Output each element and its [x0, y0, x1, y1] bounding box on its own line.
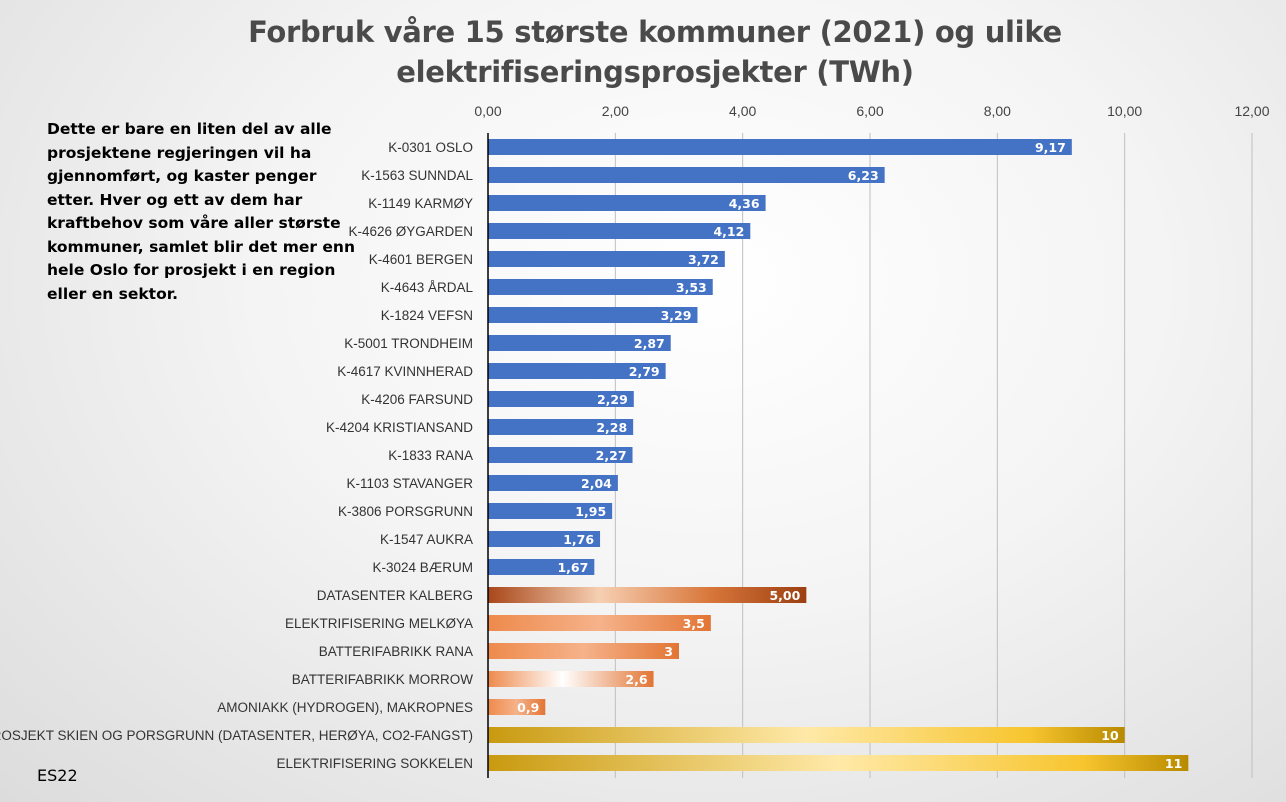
category-label: K-4617 KVINNHERAD — [337, 364, 473, 379]
data-label: 2,27 — [596, 448, 627, 463]
bar — [488, 587, 807, 603]
category-label: K-1547 AUKRA — [380, 532, 473, 547]
category-label: K-4204 KRISTIANSAND — [326, 420, 473, 435]
data-label: 2,87 — [634, 336, 665, 351]
x-tick-label: 4,00 — [729, 103, 756, 119]
bars — [488, 139, 1189, 771]
x-tick-label: 10,00 — [1107, 103, 1142, 119]
bar — [488, 671, 654, 687]
footer-label: ES22 — [37, 766, 78, 785]
category-label: K-1833 RANA — [388, 448, 473, 463]
x-tick-label: 2,00 — [602, 103, 629, 119]
category-label: K-4206 FARSUND — [361, 392, 473, 407]
data-label: 6,23 — [848, 168, 879, 183]
x-tick-label: 12,00 — [1234, 103, 1269, 119]
bar — [488, 167, 885, 183]
bar — [488, 643, 679, 659]
bar — [488, 223, 751, 239]
bar — [488, 531, 601, 547]
data-label: 11 — [1165, 756, 1182, 771]
category-label: AMONIAKK (HYDROGEN), MAKROPNES — [217, 700, 473, 715]
category-label: K-1824 VEFSN — [381, 308, 473, 323]
category-label: BATTERIFABRIKK RANA — [319, 644, 473, 659]
data-label: 2,29 — [597, 392, 628, 407]
data-label: 9,17 — [1035, 140, 1066, 155]
bar — [488, 727, 1125, 743]
category-label: BATTERIFABRIKK MORROW — [292, 672, 474, 687]
bar — [488, 755, 1189, 771]
data-label: 1,76 — [563, 532, 594, 547]
data-label: 10 — [1101, 728, 1119, 743]
data-label: 4,12 — [713, 224, 744, 239]
bar — [488, 195, 766, 211]
bar — [488, 615, 711, 631]
category-label: K-4626 ØYGARDEN — [348, 224, 473, 239]
data-label: 3,29 — [661, 308, 692, 323]
data-label: 2,79 — [629, 364, 660, 379]
bar — [488, 447, 633, 463]
bar — [488, 251, 725, 267]
data-label: 5,00 — [769, 588, 800, 603]
data-label: 1,67 — [557, 560, 588, 575]
data-label: 3,53 — [676, 280, 707, 295]
category-label: K-0301 OSLO — [388, 140, 473, 155]
category-label: K-3806 PORSGRUNN — [338, 504, 473, 519]
category-label: K-1103 STAVANGER — [346, 476, 473, 491]
data-label: 3,5 — [683, 616, 705, 631]
bar — [488, 699, 546, 715]
x-axis-ticks: 0,00 2,00 4,00 6,00 8,00 10,00 12,00 — [474, 103, 1269, 119]
category-label: PROSJEKT SKIEN OG PORSGRUNN (DATASENTER,… — [0, 728, 473, 743]
category-label: K-1149 KARMØY — [368, 196, 473, 211]
data-label: 4,36 — [729, 196, 760, 211]
category-label: K-3024 BÆRUM — [372, 560, 473, 575]
bar — [488, 419, 634, 435]
x-tick-label: 0,00 — [474, 103, 501, 119]
annotation-note: Dette er bare en liten del av alle prosj… — [47, 120, 356, 303]
bar — [488, 307, 698, 323]
data-label: 2,04 — [581, 476, 612, 491]
chart-title: Forbruk våre 15 største kommuner (2021) … — [248, 15, 1062, 89]
category-label: K-5001 TRONDHEIM — [344, 336, 473, 351]
bar — [488, 559, 595, 575]
data-label: 2,6 — [625, 672, 647, 687]
bar — [488, 363, 666, 379]
data-label: 3 — [664, 644, 673, 659]
bar — [488, 335, 671, 351]
category-label: DATASENTER KALBERG — [317, 588, 473, 603]
data-label: 0,9 — [517, 700, 539, 715]
x-tick-label: 8,00 — [984, 103, 1011, 119]
data-labels: 9,176,234,364,123,723,533,292,872,792,29… — [517, 140, 1182, 771]
bar — [488, 391, 634, 407]
data-label: 1,95 — [575, 504, 606, 519]
category-label: K-4601 BERGEN — [369, 252, 473, 267]
category-label: K-1563 SUNNDAL — [361, 168, 473, 183]
data-label: 3,72 — [688, 252, 719, 267]
x-tick-label: 6,00 — [856, 103, 883, 119]
category-label: ELEKTRIFISERING MELKØYA — [285, 616, 473, 631]
bar — [488, 279, 713, 295]
bar — [488, 139, 1072, 155]
bar — [488, 503, 613, 519]
category-labels: K-0301 OSLO K-1563 SUNNDAL K-1149 KARMØY K-… — [0, 140, 473, 771]
bar — [488, 475, 618, 491]
category-label: K-4643 ÅRDAL — [381, 280, 474, 295]
category-label: ELEKTRIFISERING SOKKELEN — [276, 756, 473, 771]
data-label: 2,28 — [596, 420, 627, 435]
